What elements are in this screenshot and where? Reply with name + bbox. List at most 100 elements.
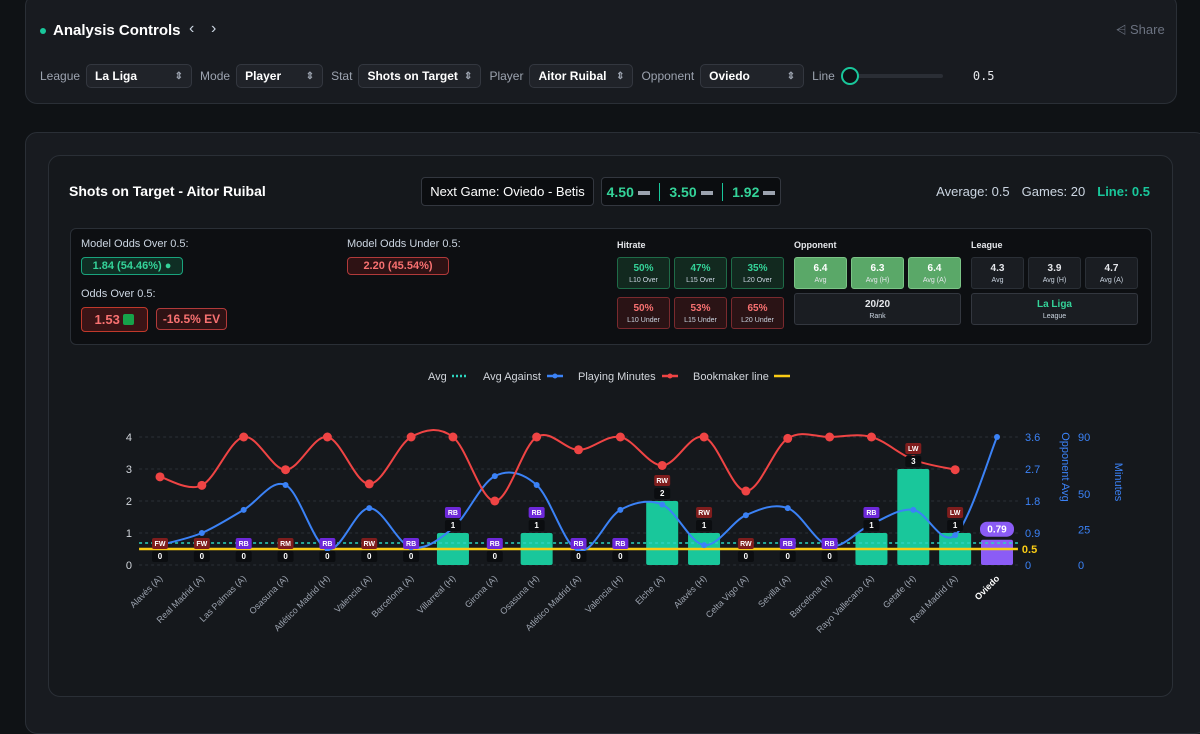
share-button[interactable]: ⩤ Share — [1116, 22, 1165, 37]
position-label: RB — [406, 541, 416, 548]
league-title: League — [971, 240, 1003, 250]
series-point — [448, 432, 458, 442]
line: Line: 0.5 — [1097, 184, 1150, 199]
value-label-bg — [361, 551, 378, 562]
slider-track — [854, 74, 943, 78]
model-over-label: Model Odds Over 0.5: — [81, 238, 189, 250]
series-line — [159, 429, 956, 503]
position-label: RB — [490, 541, 500, 548]
opponent-title: Opponent — [794, 240, 837, 250]
hitrate-under-label: L20 Under — [741, 317, 774, 324]
series-point — [239, 432, 249, 442]
position-label: RB — [573, 541, 583, 548]
x-tick-label: Alavés (H) — [672, 573, 709, 610]
legend-dot — [552, 373, 558, 379]
select[interactable]: Shots on Target ⇕ — [358, 64, 482, 88]
value-label-bg — [570, 551, 587, 562]
league-name: La Liga League — [971, 293, 1138, 325]
value-label: 1 — [702, 521, 707, 530]
series-point — [366, 505, 373, 512]
y2-tick-label: 0.9 — [1025, 528, 1040, 540]
prev-button[interactable]: ‹ — [189, 20, 195, 37]
odd: 1.92 — [732, 184, 776, 200]
next-button[interactable]: › — [211, 20, 217, 37]
series-point — [994, 434, 1000, 440]
y-tick-label: 4 — [126, 432, 132, 444]
league-stat-label: Avg — [991, 277, 1004, 284]
select-value: Shots on Target — [367, 69, 458, 83]
series-point — [281, 465, 291, 475]
value-label-bg — [980, 521, 1014, 537]
value-label-bg — [905, 456, 922, 467]
average: Average: 0.5 — [936, 184, 1010, 199]
hitrate-over-label: L20 Over — [743, 277, 772, 284]
position-label: RW — [656, 478, 668, 485]
odd: 4.50 — [607, 184, 650, 200]
y-tick-label: 0 — [126, 560, 132, 572]
position-label: RW — [740, 541, 752, 548]
value-label: 0 — [493, 552, 498, 561]
divider — [721, 182, 723, 201]
select[interactable]: Player ⇕ — [236, 64, 324, 88]
opponent-rank: 20/20 Rank — [794, 293, 961, 325]
slider[interactable] — [840, 67, 945, 85]
x-tick-label: Valencia (A) — [332, 573, 373, 614]
position-label: RM — [280, 541, 291, 548]
x-tick-label: Elche (A) — [633, 573, 666, 606]
position-label: RB — [322, 541, 332, 548]
value-label-bg — [779, 551, 796, 562]
select[interactable]: La Liga ⇕ — [86, 64, 193, 88]
series-point — [615, 432, 625, 442]
value-label: 0 — [409, 552, 414, 561]
hitrate-over: 50% L10 Over — [617, 257, 670, 289]
model-under: 2.20 (45.54%) — [347, 257, 449, 275]
y3-tick-label: 90 — [1078, 432, 1090, 444]
series-point — [783, 433, 793, 443]
x-tick-label: Celta Vigo (A) — [704, 573, 751, 620]
x-tick-label: Osasuna (H) — [498, 573, 541, 616]
series-point — [825, 432, 835, 442]
value-label-bg — [528, 520, 545, 531]
series-point — [952, 532, 959, 539]
opponent-stat-value: 6.4 — [813, 263, 828, 274]
series-point — [701, 542, 708, 549]
select[interactable]: Oviedo ⇕ — [700, 64, 805, 88]
hitrate-under-value: 50% — [633, 303, 654, 314]
value-label-bg — [277, 551, 294, 562]
position-badge — [486, 538, 503, 549]
position-label: RB — [615, 541, 625, 548]
value-label: 2 — [660, 489, 665, 498]
hitrate-over-label: L10 Over — [629, 277, 658, 284]
league-name-value: La Liga — [1036, 299, 1072, 310]
series-point — [155, 472, 165, 482]
bookmaker-icon — [700, 190, 713, 195]
bookmaker-value: 0.5 — [1022, 544, 1037, 556]
position-label: RB — [825, 541, 835, 548]
series-point — [866, 432, 876, 442]
series-point — [659, 501, 666, 508]
position-label: RB — [866, 510, 876, 517]
hitrate-under: 53% L15 Under — [674, 297, 727, 329]
league-stat-label: Avg (H) — [1042, 277, 1067, 284]
position-label: RB — [239, 541, 249, 548]
hitrate-over-label: L15 Over — [686, 277, 715, 284]
select[interactable]: Aitor Ruibal ⇕ — [529, 64, 634, 88]
value-label: 0 — [283, 552, 288, 561]
value-label: 0.79 — [987, 525, 1007, 536]
odd-value: 3.50 — [669, 183, 697, 200]
value-label: 0 — [158, 552, 163, 561]
position-label: RW — [363, 541, 375, 548]
position-badge — [528, 507, 545, 518]
select-arrow: ⇕ — [174, 70, 184, 82]
league-stat-value: 4.7 — [1104, 263, 1119, 274]
position-badge — [403, 538, 420, 549]
control-label: Player — [489, 69, 524, 83]
series-point — [240, 506, 247, 513]
opponent-stat: 6.3 Avg (H) — [851, 257, 904, 289]
hitrate-under-value: 53% — [690, 303, 711, 314]
value-label-bg — [486, 551, 503, 562]
hitrate-over: 47% L15 Over — [674, 257, 727, 289]
next-game: Next Game: Oviedo - Betis — [421, 177, 594, 206]
select-value: Player — [245, 69, 282, 83]
value-label: 0 — [786, 552, 791, 561]
